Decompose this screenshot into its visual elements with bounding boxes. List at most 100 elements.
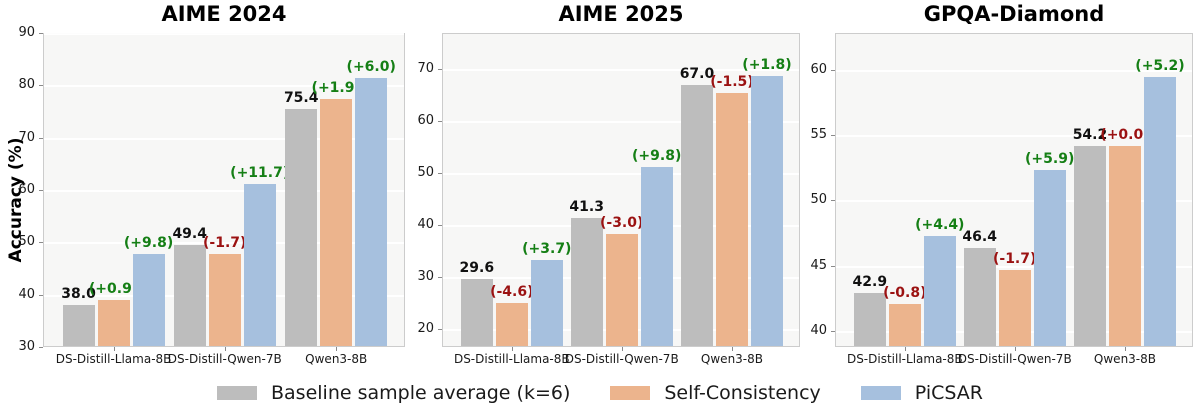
y-tick-mark xyxy=(831,200,835,202)
y-tick-label: 60 xyxy=(18,182,35,197)
y-tick-label: 70 xyxy=(18,129,35,145)
delta-label: (+1.8) xyxy=(742,56,792,73)
bar-self_consistency xyxy=(888,303,921,346)
legend-label: PiCSAR xyxy=(914,382,983,404)
bar-picsar xyxy=(1143,77,1176,346)
bar-baseline xyxy=(853,293,886,346)
bar-picsar xyxy=(640,167,673,346)
delta-label: (-0.8) xyxy=(883,284,927,301)
value-label: 67.0 xyxy=(679,65,715,82)
grid-line xyxy=(836,200,1192,203)
delta-label: (-1.5) xyxy=(710,73,754,90)
delta-label: (+0.0) xyxy=(1100,126,1150,143)
y-tick-mark xyxy=(831,265,835,267)
grid-line xyxy=(443,173,799,176)
delta-label: (+11.7) xyxy=(230,165,290,182)
y-tick-label: 40 xyxy=(810,323,827,339)
y-tick-mark xyxy=(39,242,43,244)
y-tick-label: 40 xyxy=(417,217,434,233)
delta-label: (-1.7) xyxy=(992,250,1037,267)
legend-swatch-picsar xyxy=(860,386,901,400)
x-tick-mark xyxy=(511,347,513,351)
y-tick-mark xyxy=(438,69,442,71)
x-tick-label: DS-Distill-Llama-8B xyxy=(846,352,963,366)
value-label: 29.6 xyxy=(459,260,495,276)
y-tick-mark xyxy=(438,276,442,278)
y-tick-label: 30 xyxy=(18,339,35,354)
bar-self_consistency xyxy=(97,300,130,346)
y-tick-mark xyxy=(831,331,835,333)
delta-label: (+0.9) xyxy=(88,281,139,298)
chart-title: AIME 2024 xyxy=(161,2,287,26)
bar-baseline xyxy=(460,279,493,346)
value-label: 46.4 xyxy=(962,228,997,245)
grid-line xyxy=(836,135,1192,138)
bar-self_consistency xyxy=(998,269,1031,346)
y-tick-label: 60 xyxy=(810,61,827,77)
grid-line xyxy=(443,121,799,124)
chart-title: GPQA-Diamond xyxy=(923,2,1105,26)
y-tick-mark xyxy=(39,347,43,348)
legend-label: Self-Consistency xyxy=(664,382,821,404)
y-tick-label: 20 xyxy=(417,320,434,336)
bar-self_consistency xyxy=(715,92,748,346)
y-tick-mark xyxy=(39,137,43,139)
y-tick-label: 30 xyxy=(417,268,434,284)
grid-line xyxy=(443,225,799,228)
bar-baseline xyxy=(680,84,713,346)
bar-self_consistency xyxy=(208,254,241,346)
bar-picsar xyxy=(355,78,388,346)
bar-baseline xyxy=(285,109,318,346)
value-label: 75.4 xyxy=(283,90,319,107)
value-label: 42.9 xyxy=(852,274,888,291)
x-tick-mark xyxy=(113,347,115,351)
bar-self_consistency xyxy=(605,233,638,346)
legend-swatch-baseline xyxy=(217,386,257,400)
x-tick-mark xyxy=(224,347,226,351)
value-label: 38.0 xyxy=(61,286,96,303)
grid-line xyxy=(44,190,404,192)
grid-line xyxy=(44,85,404,88)
delta-label: (+3.7) xyxy=(522,240,572,257)
chart-title: AIME 2025 xyxy=(558,2,684,26)
y-tick-label: 40 xyxy=(18,286,35,302)
x-tick-label: DS-Distill-Qwen-7B xyxy=(957,352,1072,366)
bar-picsar xyxy=(132,253,165,346)
delta-label: (+1.9) xyxy=(311,80,361,97)
y-tick-mark xyxy=(39,190,43,191)
y-tick-mark xyxy=(438,225,442,227)
bar-picsar xyxy=(1033,170,1066,346)
y-tick-label: 90 xyxy=(18,25,35,40)
grid-line xyxy=(44,242,404,245)
bar-picsar xyxy=(923,235,956,346)
bar-picsar xyxy=(243,184,276,346)
delta-label: (-4.6) xyxy=(490,283,534,300)
x-tick-label: Qwen3-8B xyxy=(1093,352,1157,366)
x-tick-mark xyxy=(904,347,906,351)
grid-line xyxy=(836,265,1192,268)
y-tick-label: 50 xyxy=(810,192,827,208)
x-tick-label: Qwen3-8B xyxy=(700,352,764,366)
y-tick-mark xyxy=(39,85,43,87)
y-tick-label: 45 xyxy=(810,257,827,273)
bar-baseline xyxy=(62,305,95,346)
bar-picsar xyxy=(530,259,563,346)
y-tick-label: 60 xyxy=(417,113,434,129)
bar-self_consistency xyxy=(495,302,528,346)
delta-label: (-1.7) xyxy=(203,235,247,252)
bar-baseline xyxy=(570,218,603,346)
x-tick-label: DS-Distill-Qwen-7B xyxy=(564,352,679,366)
legend: Baseline sample average (k=6) Self-Consis… xyxy=(0,378,1200,408)
grid-line xyxy=(44,347,404,349)
y-tick-label: 55 xyxy=(810,127,827,143)
x-tick-label: Qwen3-8B xyxy=(305,352,368,366)
x-tick-mark xyxy=(336,347,338,351)
bar-self_consistency xyxy=(1108,145,1141,346)
y-tick-mark xyxy=(39,294,43,296)
y-tick-label: 80 xyxy=(18,77,35,93)
x-tick-mark xyxy=(621,347,623,351)
x-tick-label: DS-Distill-Llama-8B xyxy=(453,352,570,366)
value-label: 54.2 xyxy=(1072,126,1108,143)
y-tick-mark xyxy=(438,121,442,123)
